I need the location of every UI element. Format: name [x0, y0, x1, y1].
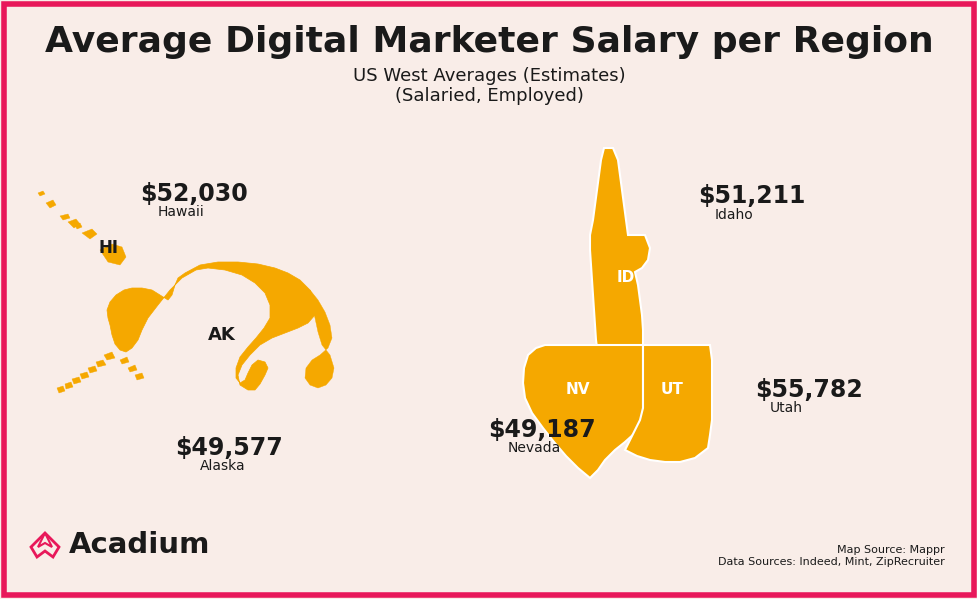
Polygon shape — [106, 262, 316, 390]
Text: Average Digital Marketer Salary per Region: Average Digital Marketer Salary per Regi… — [45, 25, 932, 59]
Text: $52,030: $52,030 — [140, 182, 247, 206]
Text: $49,577: $49,577 — [175, 436, 282, 460]
Polygon shape — [305, 290, 334, 388]
Polygon shape — [75, 223, 82, 229]
Text: Acadium: Acadium — [69, 531, 210, 559]
Text: Utah: Utah — [769, 401, 802, 415]
Polygon shape — [80, 372, 89, 379]
Text: AK: AK — [208, 326, 235, 344]
Polygon shape — [100, 244, 126, 265]
Polygon shape — [624, 345, 711, 462]
Polygon shape — [60, 214, 70, 220]
Text: ID: ID — [616, 271, 634, 286]
Polygon shape — [120, 357, 129, 364]
Text: UT: UT — [659, 383, 683, 398]
Text: NV: NV — [565, 383, 590, 398]
Text: $51,211: $51,211 — [698, 184, 804, 208]
Polygon shape — [523, 345, 642, 478]
Polygon shape — [589, 148, 650, 368]
Polygon shape — [135, 373, 144, 380]
Text: Idaho: Idaho — [714, 208, 753, 222]
Polygon shape — [46, 200, 56, 208]
Polygon shape — [64, 382, 73, 389]
Polygon shape — [82, 229, 97, 239]
Polygon shape — [57, 386, 64, 393]
Polygon shape — [128, 365, 137, 372]
Text: $55,782: $55,782 — [754, 378, 862, 402]
Text: Hawaii: Hawaii — [158, 205, 204, 219]
Polygon shape — [72, 377, 81, 384]
Text: Map Source: Mappr
Data Sources: Indeed, Mint, ZipRecruiter: Map Source: Mappr Data Sources: Indeed, … — [717, 545, 944, 567]
Polygon shape — [96, 360, 106, 367]
Text: $49,187: $49,187 — [488, 418, 595, 442]
Polygon shape — [38, 191, 45, 196]
Text: (Salaried, Employed): (Salaried, Employed) — [394, 87, 583, 105]
Text: HI: HI — [98, 239, 118, 257]
Polygon shape — [88, 366, 97, 373]
Text: US West Averages (Estimates): US West Averages (Estimates) — [353, 67, 624, 85]
Text: Nevada: Nevada — [507, 441, 561, 455]
Text: Alaska: Alaska — [199, 459, 245, 473]
Polygon shape — [68, 219, 80, 228]
Polygon shape — [104, 352, 115, 360]
